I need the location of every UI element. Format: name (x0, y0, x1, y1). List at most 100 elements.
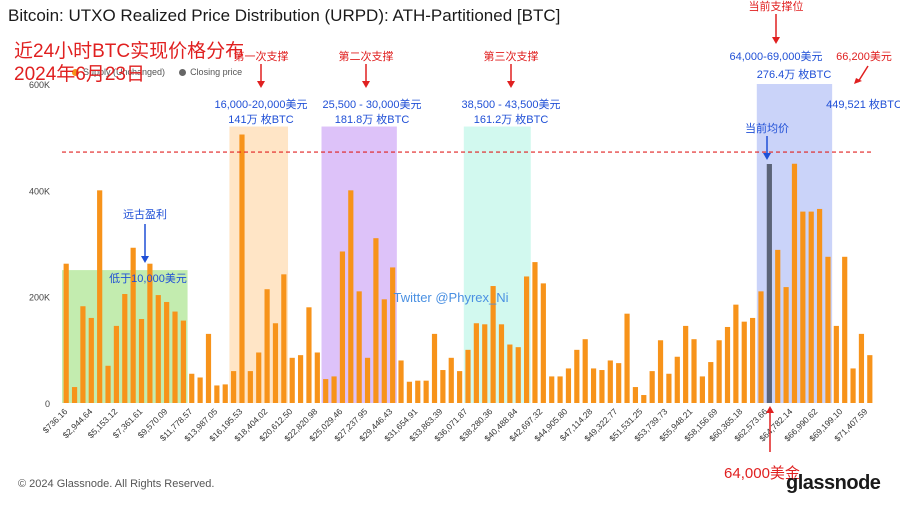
bar (565, 368, 572, 403)
amount-66200-label: 449,521 枚BTC (826, 97, 900, 111)
bar (699, 376, 705, 403)
bar (607, 360, 613, 403)
bar (130, 247, 136, 403)
legend: Supply (Unchanged) Closing price (72, 67, 242, 77)
bar (666, 373, 672, 403)
bar (590, 368, 597, 403)
bar (858, 333, 865, 403)
bar (314, 352, 320, 403)
bar (791, 163, 798, 403)
bar (80, 306, 86, 403)
price-66200-label: 66,200美元 (836, 50, 892, 63)
bar (758, 291, 764, 403)
y-tick-label: 600K (29, 80, 50, 90)
bar (155, 295, 161, 403)
bar (724, 326, 731, 403)
bar (549, 376, 555, 403)
bar (122, 294, 128, 403)
bar (289, 357, 295, 403)
support3-range: 38,500 - 43,500美元 (461, 98, 560, 111)
bar (708, 362, 714, 403)
bar (331, 376, 337, 403)
bar (816, 208, 823, 403)
support3-title: 第三次支撑 (484, 49, 539, 63)
support1-arrow-icon-head (257, 81, 265, 88)
ancient-profit-label: 远古盈利 (123, 208, 167, 221)
price-66200-arrow-icon (857, 65, 869, 83)
bar (465, 349, 471, 403)
bar (339, 251, 346, 403)
bar (406, 381, 412, 403)
support2-arrow-icon-head (362, 81, 370, 88)
bar (239, 134, 245, 403)
bar (222, 384, 228, 403)
bar (766, 164, 772, 403)
current-support-arrow-icon-head (772, 37, 780, 44)
avg-price-label: 当前均价 (745, 121, 789, 135)
supply-dot-icon (72, 69, 79, 77)
support3-arrow-icon-head (507, 81, 515, 88)
current-support-title: 当前支撑位 (749, 0, 804, 13)
brand-logo: glassnode (786, 472, 881, 494)
bar (348, 190, 354, 403)
support1-title: 第一次支撑 (234, 49, 289, 63)
bar (272, 323, 279, 403)
bar (750, 317, 756, 403)
bar (482, 324, 488, 403)
legend-item-supply[interactable]: Supply (Unchanged) (72, 67, 165, 77)
support1-amount: 141万 枚BTC (228, 112, 293, 126)
bar (97, 190, 103, 403)
bar (498, 324, 505, 403)
bar (71, 387, 78, 403)
support1-range: 16,000-20,000美元 (215, 98, 308, 111)
y-tick-label: 400K (29, 186, 50, 196)
below-10000-label: 低于10,000美元 (109, 272, 187, 285)
bar (440, 370, 446, 403)
y-tick-label: 200K (29, 293, 50, 303)
bar (214, 385, 220, 403)
bar (197, 377, 203, 403)
bar (164, 301, 170, 403)
support2-title: 第二次支撑 (339, 49, 394, 63)
bar (783, 287, 789, 403)
chart-title: Bitcoin: UTXO Realized Price Distributio… (8, 6, 561, 25)
bar (741, 321, 747, 403)
support2-amount: 181.8万 枚BTC (335, 112, 410, 126)
bar (800, 211, 806, 403)
overlay-title-line1: 近24小时BTC实现价格分布 (14, 41, 245, 62)
bar (172, 311, 178, 403)
bar (867, 355, 873, 403)
bar (716, 340, 722, 403)
bar (113, 325, 120, 403)
support2-range: 25,500 - 30,000美元 (322, 98, 421, 111)
bar (264, 289, 270, 403)
bar (599, 370, 605, 403)
support3-amount: 161.2万 枚BTC (474, 112, 549, 126)
bar (540, 283, 546, 403)
bottom-64000-label: 64,000美金 (724, 465, 800, 482)
bar (431, 333, 438, 403)
bar (323, 379, 329, 403)
legend-item-closing-price[interactable]: Closing price (179, 67, 242, 77)
bar (775, 249, 781, 403)
copyright: © 2024 Glassnode. All Rights Reserved. (18, 478, 215, 490)
bar (808, 211, 814, 403)
bar (147, 263, 153, 403)
avg-price-arrow-icon-head (763, 153, 771, 160)
bar (381, 299, 387, 403)
bar (105, 365, 111, 403)
current-support-amount: 276.4万 枚BTC (757, 67, 832, 81)
bar (457, 371, 463, 403)
bar (247, 371, 253, 403)
bar (657, 340, 664, 403)
bar (557, 376, 563, 403)
bar (691, 339, 697, 403)
bar (507, 344, 513, 403)
bar (398, 360, 404, 403)
bar (473, 323, 479, 403)
bar (515, 347, 521, 403)
bar (649, 371, 655, 403)
bar (524, 276, 530, 403)
y-tick-label: 0 (45, 399, 50, 409)
